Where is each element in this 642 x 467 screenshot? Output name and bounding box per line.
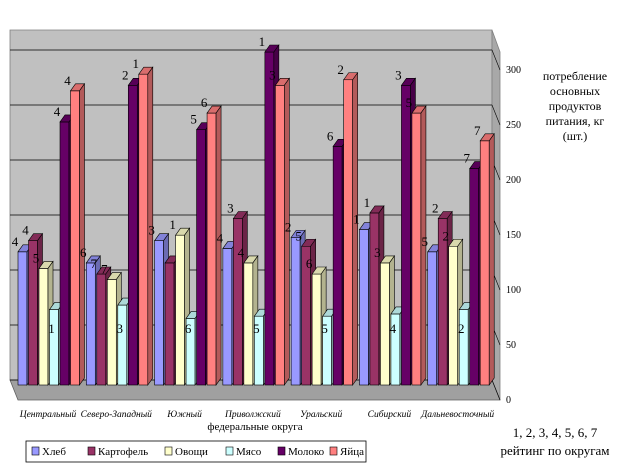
rank-label: 6 [201,95,208,110]
y-tick-label: 50 [506,340,516,351]
x-category-label: Сибирский [368,409,412,420]
x-category-label: Приволжский [224,409,281,420]
y-axis-label-line-2: основных [550,84,600,98]
bar-Яйца-Уральский [343,71,359,386]
rank-label: 1 [133,56,140,71]
rank-label: 2 [122,67,129,82]
rank-label: 5 [321,321,328,336]
y-tick-label: 200 [506,175,521,186]
x-category-label: Северо-Западный [81,409,153,420]
y-tick-label: 150 [506,230,521,241]
rank-label: 7 [463,151,470,166]
rank-label: 6 [80,245,87,260]
y-tick-label: 100 [506,285,521,296]
rank-label: 4 [22,223,29,238]
rank-label: 4 [238,245,245,260]
gridline-side [491,49,501,71]
rank-label: 1 [169,217,176,232]
rank-label: 1 [353,212,360,227]
rank-label: 3 [148,223,155,238]
rank-label: 6 [327,128,334,143]
rank-label: 4 [54,104,61,119]
rank-label: 3 [374,245,381,260]
rank-label: 5 [295,228,302,243]
legend-label: Молоко [288,446,325,458]
bar-Яйца-Южный [206,105,222,386]
y-tick-label: 250 [506,120,521,131]
rank-label: 4 [390,321,397,336]
y-axis-label-line-4: питания, кг [546,114,605,128]
y-tick-label: 300 [506,65,521,76]
legend-label: Мясо [236,446,262,458]
legend-item: Мясо [225,446,262,458]
y-axis-label-line-1: потребление [543,69,607,83]
rank-label: 1 [259,34,266,49]
bar-Яйца-Сибирский [411,105,427,386]
y-axis-ticks: 0 50 100 150 200 250 300 [506,65,521,406]
bars [17,44,495,386]
legend-item: Хлеб [31,446,66,458]
legend-item: Молоко [277,446,325,458]
rank-label: 6 [306,256,313,271]
legend: Хлеб Картофель Овощи Мясо Молоко Яйца [25,440,367,463]
legend-label: Яйца [340,446,364,458]
rank-label: 5 [406,95,413,110]
x-category-label: Дальневосточный [420,409,494,420]
bar-Яйца-Северо-Западный [138,66,154,386]
gridline-side [491,379,501,401]
rank-label: 2 [458,321,465,336]
legend-swatch [87,446,96,456]
rank-label: 5 [33,250,40,265]
rank-label: 5 [190,112,197,127]
rank-label: 2 [442,228,449,243]
y-axis-label-line-5: (шт.) [563,129,588,143]
legend-swatch [225,446,234,456]
legend-item: Овощи [164,446,208,458]
rank-label: 3 [269,67,276,82]
rank-label: 5 [421,234,428,249]
x-category-label: Центральный [19,409,77,420]
x-category-label: Южный [166,409,202,420]
legend-item: Яйца [329,446,364,458]
rank-label: 4 [217,230,224,245]
rank-label: 3 [117,321,124,336]
rating-annotation-line-2: рейтинг по округам [500,443,609,458]
bar-Яйца-Дальневосточный [479,132,495,386]
x-category-label: Уральский [300,409,342,420]
rank-label: 1 [364,195,371,210]
rank-label: 7 [474,123,481,138]
rank-label: 2 [337,62,344,77]
x-axis-label: федеральные округа [207,421,302,433]
y-tick-label: 0 [506,395,511,406]
legend-label: Овощи [175,446,208,458]
rank-label: 6 [185,321,192,336]
rank-label: 2 [285,219,292,234]
bar-Яйца-Приволжский [274,77,290,386]
legend-swatch [277,446,286,456]
rank-label: 3 [227,201,234,216]
legend-label: Картофель [98,446,148,458]
legend-item: Картофель [87,446,148,458]
rank-label: 3 [395,67,402,82]
gridline-side [491,104,501,126]
rank-label: 4 [12,234,19,249]
rank-label: 1 [48,321,55,336]
rating-annotation-line-1: 1, 2, 3, 4, 5, 6, 7 [513,425,598,440]
rank-label: 5 [253,321,260,336]
bar-Яйца-Центральный [69,82,86,386]
legend-swatch [31,446,40,456]
rank-label: 2 [432,201,439,216]
y-axis-label-line-3: продуктов [549,99,602,113]
legend-box [25,440,367,463]
rank-label: 7 [91,256,98,271]
legend-label: Хлеб [42,446,66,458]
x-axis-categories: Центральный Северо-Западный Южный Приволжск… [19,409,495,420]
rank-label: 7 [101,262,108,277]
legend-swatch [164,446,173,456]
rank-label: 4 [64,73,71,88]
legend-swatch [329,446,338,456]
